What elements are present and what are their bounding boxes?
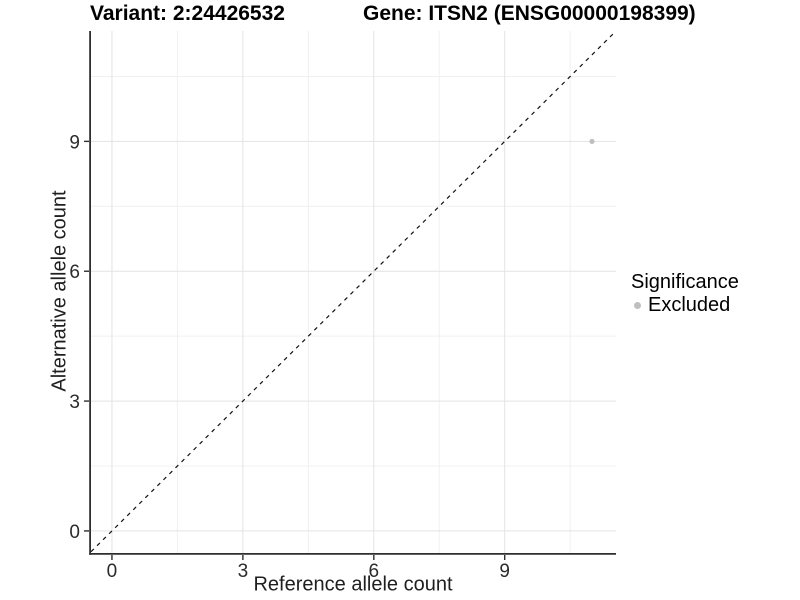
svg-text:0: 0 [107,561,118,582]
svg-text:0: 0 [69,522,80,543]
svg-text:9: 9 [499,561,510,582]
svg-text:6: 6 [369,561,380,582]
legend-item-label: Excluded [648,294,731,316]
identity-dashed-line [90,30,617,553]
svg-text:3: 3 [238,561,249,582]
legend-key-dot-icon [634,301,641,309]
y-axis-title: Alternative allele count [48,190,71,392]
title-variant: Variant: 2:24426532 [90,2,285,25]
svg-text:3: 3 [69,392,80,413]
svg-text:9: 9 [69,132,80,153]
svg-text:6: 6 [69,262,80,283]
legend: Significance Excluded [631,271,739,316]
title-gene: Gene: ITSN2 (ENSG00000198399) [363,2,696,25]
data-point [589,138,595,144]
legend-item-excluded: Excluded [631,294,739,316]
x-axis-title: Reference allele count [253,573,453,596]
legend-title: Significance [631,271,739,293]
